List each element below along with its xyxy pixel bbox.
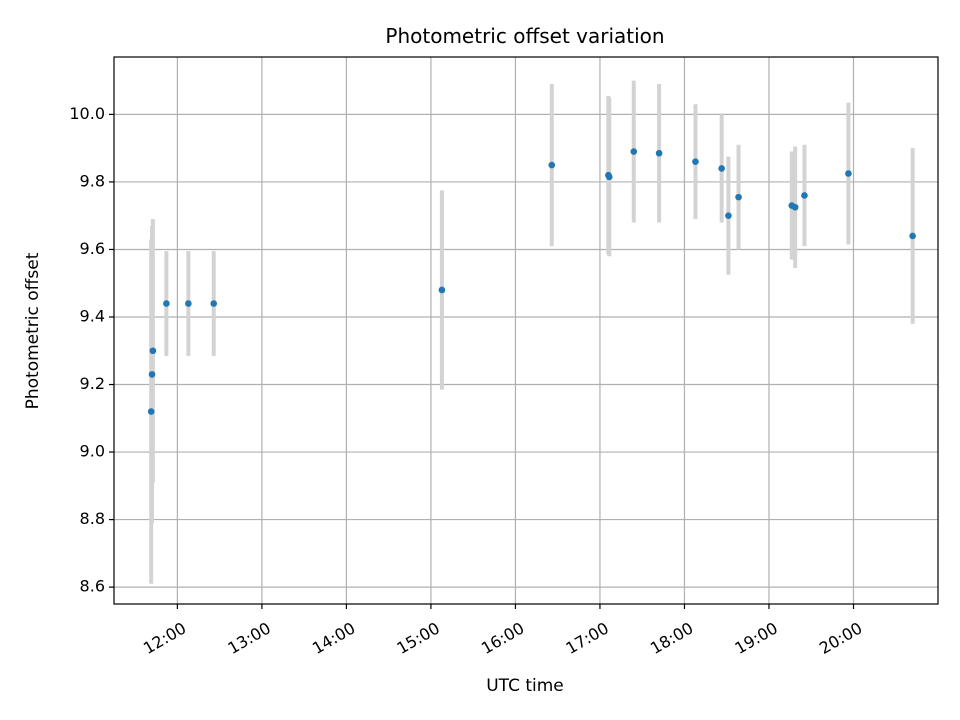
data-point [692, 158, 699, 165]
data-point [210, 300, 218, 307]
data-points [147, 148, 916, 415]
y-tick-label: 10.0 [69, 104, 105, 123]
x-axis-title: UTC time [486, 676, 564, 696]
chart-title: Photometric offset variation [385, 24, 664, 48]
y-tick-label: 9.0 [80, 442, 105, 461]
data-point [163, 300, 170, 307]
data-point [801, 192, 808, 199]
data-point [791, 203, 799, 211]
y-tick-label: 9.4 [80, 306, 105, 325]
data-point [725, 212, 732, 219]
y-tick-label: 8.6 [80, 577, 105, 596]
data-point [909, 232, 916, 240]
data-point [845, 170, 852, 177]
data-point [718, 165, 725, 172]
y-tick-label: 9.8 [80, 171, 105, 190]
y-tick-label: 9.6 [80, 239, 105, 258]
y-axis-title: Photometric offset [23, 252, 43, 409]
data-point [605, 173, 613, 181]
grid [114, 57, 938, 604]
data-point [548, 161, 556, 169]
data-point [735, 193, 742, 201]
data-point [655, 149, 663, 157]
data-point [438, 286, 446, 294]
plot-frame [113, 56, 939, 605]
plot-area [114, 57, 938, 604]
data-point [148, 371, 156, 378]
data-point [185, 300, 192, 307]
y-tick-label: 9.2 [80, 374, 105, 393]
y-axis-ticks: 8.6 8.8 9.0 9.2 9.4 9.6 9.8 10.0 [69, 104, 114, 596]
data-point [147, 408, 155, 415]
data-point [149, 347, 157, 355]
y-tick-label: 8.8 [80, 509, 105, 528]
data-point [630, 148, 638, 155]
